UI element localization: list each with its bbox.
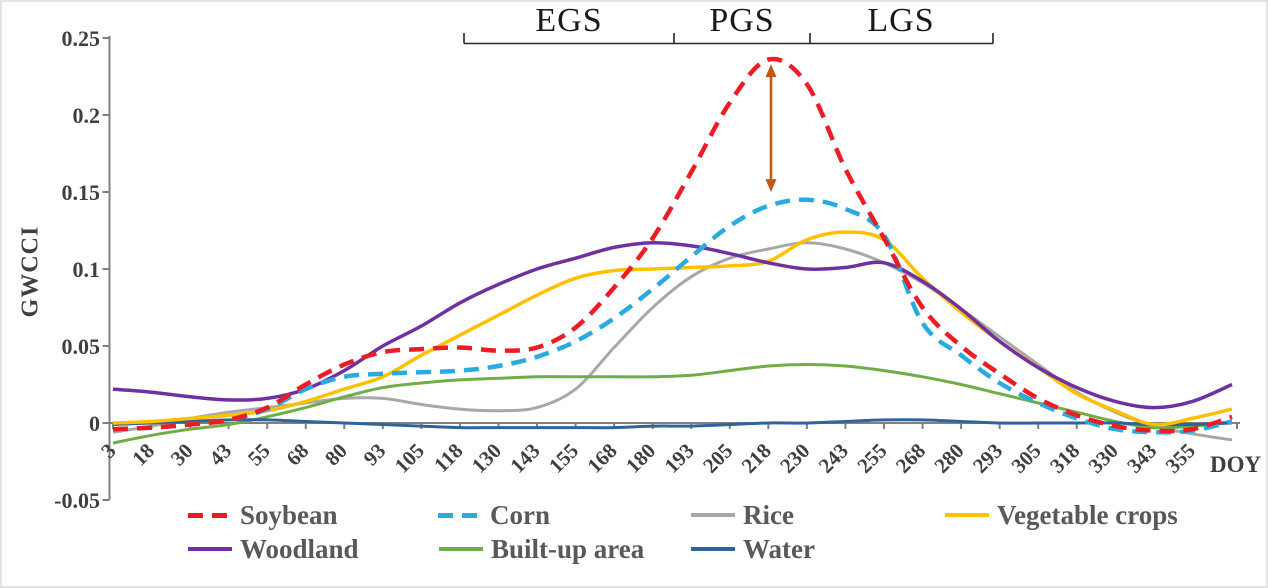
x-axis-title: DOY [1210, 452, 1262, 477]
x-tick-label: 255 [852, 439, 891, 478]
y-tick-label: 0.2 [73, 103, 101, 128]
x-tick-label: 343 [1122, 439, 1161, 478]
x-tick-label: 293 [968, 439, 1007, 478]
legend-label: Soybean [240, 500, 338, 530]
season-label-lgs: LGS [867, 2, 935, 39]
legend-label: Water [743, 534, 815, 564]
x-tick-label: 55 [243, 439, 275, 471]
arrow-head-down-icon [765, 179, 777, 193]
legend-item-corn: Corn [438, 500, 550, 530]
x-tick-label: 355 [1161, 439, 1200, 478]
y-axis-title: GWCCI [17, 225, 44, 318]
x-tick-label: 118 [429, 439, 467, 477]
x-tick-label: 193 [660, 439, 699, 478]
x-tick-label: 105 [390, 439, 429, 478]
y-tick-label: 0.25 [62, 26, 101, 51]
x-tick-label: 318 [1045, 439, 1084, 478]
x-tick-label: 330 [1084, 439, 1123, 478]
y-tick-label: -0.05 [54, 488, 100, 513]
x-tick-label: 30 [166, 439, 198, 471]
legend-line-swatch [439, 547, 483, 551]
x-tick-label: 168 [582, 439, 621, 478]
x-tick-label: 80 [320, 439, 352, 471]
legend-line-swatch [691, 513, 735, 517]
legend-label: Vegetable crops [997, 500, 1178, 530]
y-tick-label: 0.1 [73, 257, 101, 282]
season-label-egs: EGS [535, 2, 603, 39]
series-line-water [112, 418, 1233, 430]
x-tick-label: 130 [467, 439, 506, 478]
legend-label: Woodland [240, 534, 359, 564]
y-tick-label: 0 [89, 411, 100, 436]
legend-line-swatch [188, 547, 232, 551]
legend-line-swatch [188, 512, 232, 518]
x-tick-label: 243 [814, 439, 853, 478]
legend-item-woodland: Woodland [188, 534, 359, 564]
legend-line-swatch [945, 513, 989, 517]
season-label-pgs: PGS [709, 2, 775, 39]
y-tick-label: 0.05 [62, 334, 101, 359]
legend-item-vegetable-crops: Vegetable crops [945, 500, 1178, 530]
x-tick-label: 68 [281, 439, 313, 471]
series-line-corn [112, 197, 1233, 435]
x-tick-label: 93 [359, 439, 391, 471]
x-tick-label: 180 [621, 439, 660, 478]
legend-item-soybean: Soybean [188, 500, 338, 530]
legend-label: Rice [743, 500, 794, 530]
x-tick-label: 43 [204, 439, 236, 471]
x-tick-label: 143 [505, 439, 544, 478]
x-tick-label: 230 [775, 439, 814, 478]
x-tick-label: 305 [1006, 439, 1045, 478]
legend-label: Built-up area [491, 534, 645, 564]
x-tick-label: 205 [698, 439, 737, 478]
legend-line-swatch [438, 512, 482, 518]
legend-item-built-up-area: Built-up area [439, 534, 644, 564]
series-line-soybean [112, 56, 1233, 434]
legend-label: Corn [490, 500, 550, 530]
x-tick-label: 218 [737, 439, 776, 478]
legend-item-rice: Rice [691, 500, 794, 530]
x-tick-label: 268 [891, 439, 930, 478]
x-tick-label: 155 [544, 439, 583, 478]
legend-line-swatch [691, 547, 735, 551]
y-tick-label: 0.15 [62, 180, 101, 205]
x-tick-label: 280 [929, 439, 968, 478]
legend-item-water: Water [691, 534, 815, 564]
arrow-head-up-icon [765, 64, 777, 78]
x-tick-label: 18 [127, 439, 159, 471]
